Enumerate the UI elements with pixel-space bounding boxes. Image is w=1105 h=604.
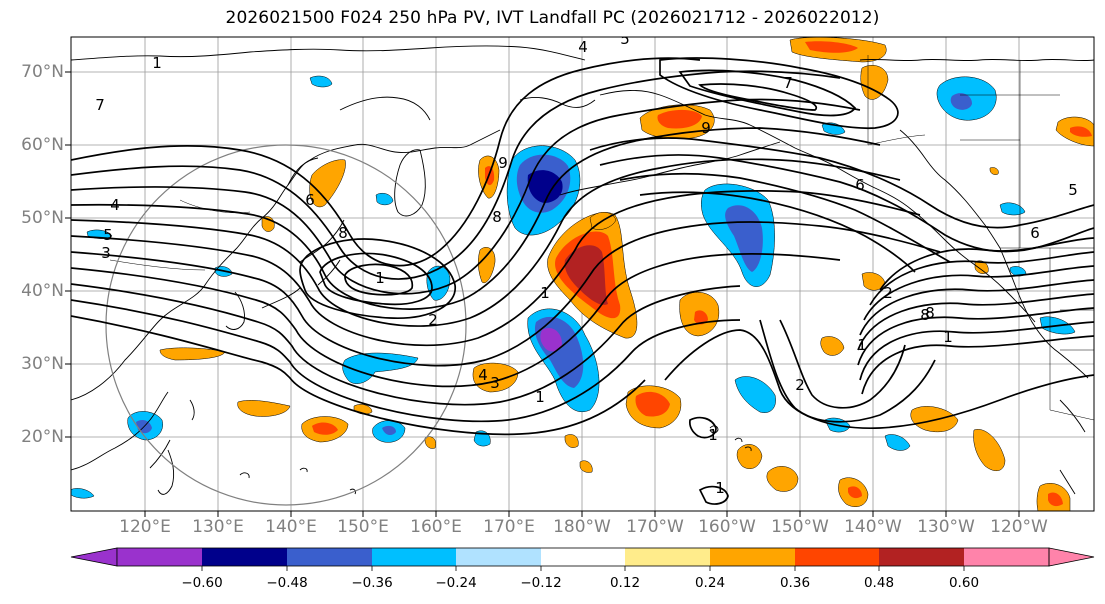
lon-label: 130°W [917,517,975,537]
great-circle-ring [105,144,467,506]
coast-canada-north [859,58,1094,62]
lat-label: 50°N [21,208,64,228]
colorbar-tick-label: −0.60 [181,575,223,591]
lon-label: 130°E [192,517,244,537]
contour-label: 1 [715,479,725,497]
colorbar-bin [456,548,541,566]
colorbar-bin [372,548,456,566]
lat-label: 20°N [21,427,64,447]
colorbar-bin [287,548,372,566]
contour-label: 8 [920,306,930,324]
lon-label: 170°W [626,517,684,537]
coast-kamchatka [394,149,426,217]
colorbar-tick-label: 0.36 [779,575,811,591]
colorbar [70,547,1095,571]
coast-alaska [599,90,1036,323]
lat-label: 30°N [21,354,64,374]
colorbar-bin [710,548,795,566]
coast-taiwan [189,399,195,421]
coast-korea [225,291,245,330]
contour-label: 5 [103,226,113,244]
contour-label: 3 [101,244,111,262]
contour-label: 4 [578,38,588,56]
coast-us-west [999,247,1089,379]
lat-label: 60°N [21,135,64,155]
lon-label: 160°E [410,517,462,537]
colorbar-bin [541,548,625,566]
coast-japan [261,219,345,309]
pv-neg-canada-mid [950,93,972,110]
contour-label: 8 [338,224,348,242]
contour-label: 1 [375,269,385,287]
contour-label: 9 [701,119,711,137]
map-title: 2026021500 F024 250 hPa PV, IVT Landfall… [225,8,880,28]
coast-asia-east [71,129,501,401]
colorbar-bin [202,548,287,566]
map-panel: 1 7 4 5 3 4 5 8 1 2 6 9 8 7 6 5 6 9 8 2 … [71,30,1094,511]
height-contours [71,57,1094,505]
colorbar-tick-label: −0.36 [351,575,393,591]
axis-ticks [65,71,1020,517]
contour-label: 6 [305,191,315,209]
lat-label: 70°N [21,62,64,82]
contour-label: 7 [95,96,105,114]
lon-label: 150°W [771,517,829,537]
contour-label: 4 [478,366,488,384]
colorbar-tick-label: 0.60 [948,575,980,591]
contour-label: 2 [883,284,893,302]
contour-label: 3 [490,374,500,392]
contour-label: 4 [110,196,120,214]
coast-hawaii [709,425,752,452]
coast-siberia [71,45,586,61]
pv-neg-ridge-inner [527,170,563,203]
colorbar-bin [964,548,1049,566]
colorbar-bin [625,548,710,566]
lon-label: 140°W [844,517,902,537]
lon-label: 120°E [119,517,171,537]
contour-label: 8 [492,208,502,226]
colorbar-tick-label: 0.24 [694,575,726,591]
pv-pos-trough-inner [564,245,608,305]
colorbar-tick-label: −0.48 [266,575,308,591]
contour-label: 2 [428,311,438,329]
contour-label: 1 [708,426,718,444]
contour-label: 8 [925,304,935,322]
contour-label: 1 [540,284,550,302]
contour-label: 5 [1068,181,1078,199]
contour-label: 1 [535,388,545,406]
contour-label: 2 [795,376,805,394]
contour-label: 5 [620,30,630,48]
contour-label: 1 [943,328,953,346]
lat-label: 40°N [21,281,64,301]
contour-label: 1 [152,54,162,72]
lon-label: 120°W [990,517,1048,537]
lon-label: 140°E [265,517,317,537]
contour-label: 7 [783,74,793,92]
lon-label: 170°E [483,517,535,537]
lon-label: 180°W [553,517,611,537]
coastlines [71,45,1094,495]
contour-label: 6 [1030,224,1040,242]
lon-label: 160°W [698,517,756,537]
coast-philippines [157,449,175,495]
contour-label: 9 [498,154,508,172]
colorbar-bin [795,548,879,566]
colorbar-bin [117,548,202,566]
coast-sea-of-okhotsk [287,96,431,186]
contour-label: 6 [855,176,865,194]
colorbar-tick-label: 0.12 [609,575,641,591]
colorbar-tick-label: 0.48 [863,575,895,591]
gridlines [71,37,1094,511]
colorbar-tick-label: −0.12 [520,575,562,591]
colorbar-extend-high [1048,547,1095,567]
coast-islands [239,467,356,495]
colorbar-extend-low [70,547,118,567]
colorbar-tick-label: −0.24 [435,575,477,591]
pv-neg-south-inner [540,327,562,352]
colorbar-bin [879,548,964,566]
contour-label: 1 [857,336,867,354]
contour-labels: 1 7 4 5 3 4 5 8 1 2 6 9 8 7 6 5 6 9 8 2 … [95,30,1078,497]
lon-label: 150°E [337,517,389,537]
